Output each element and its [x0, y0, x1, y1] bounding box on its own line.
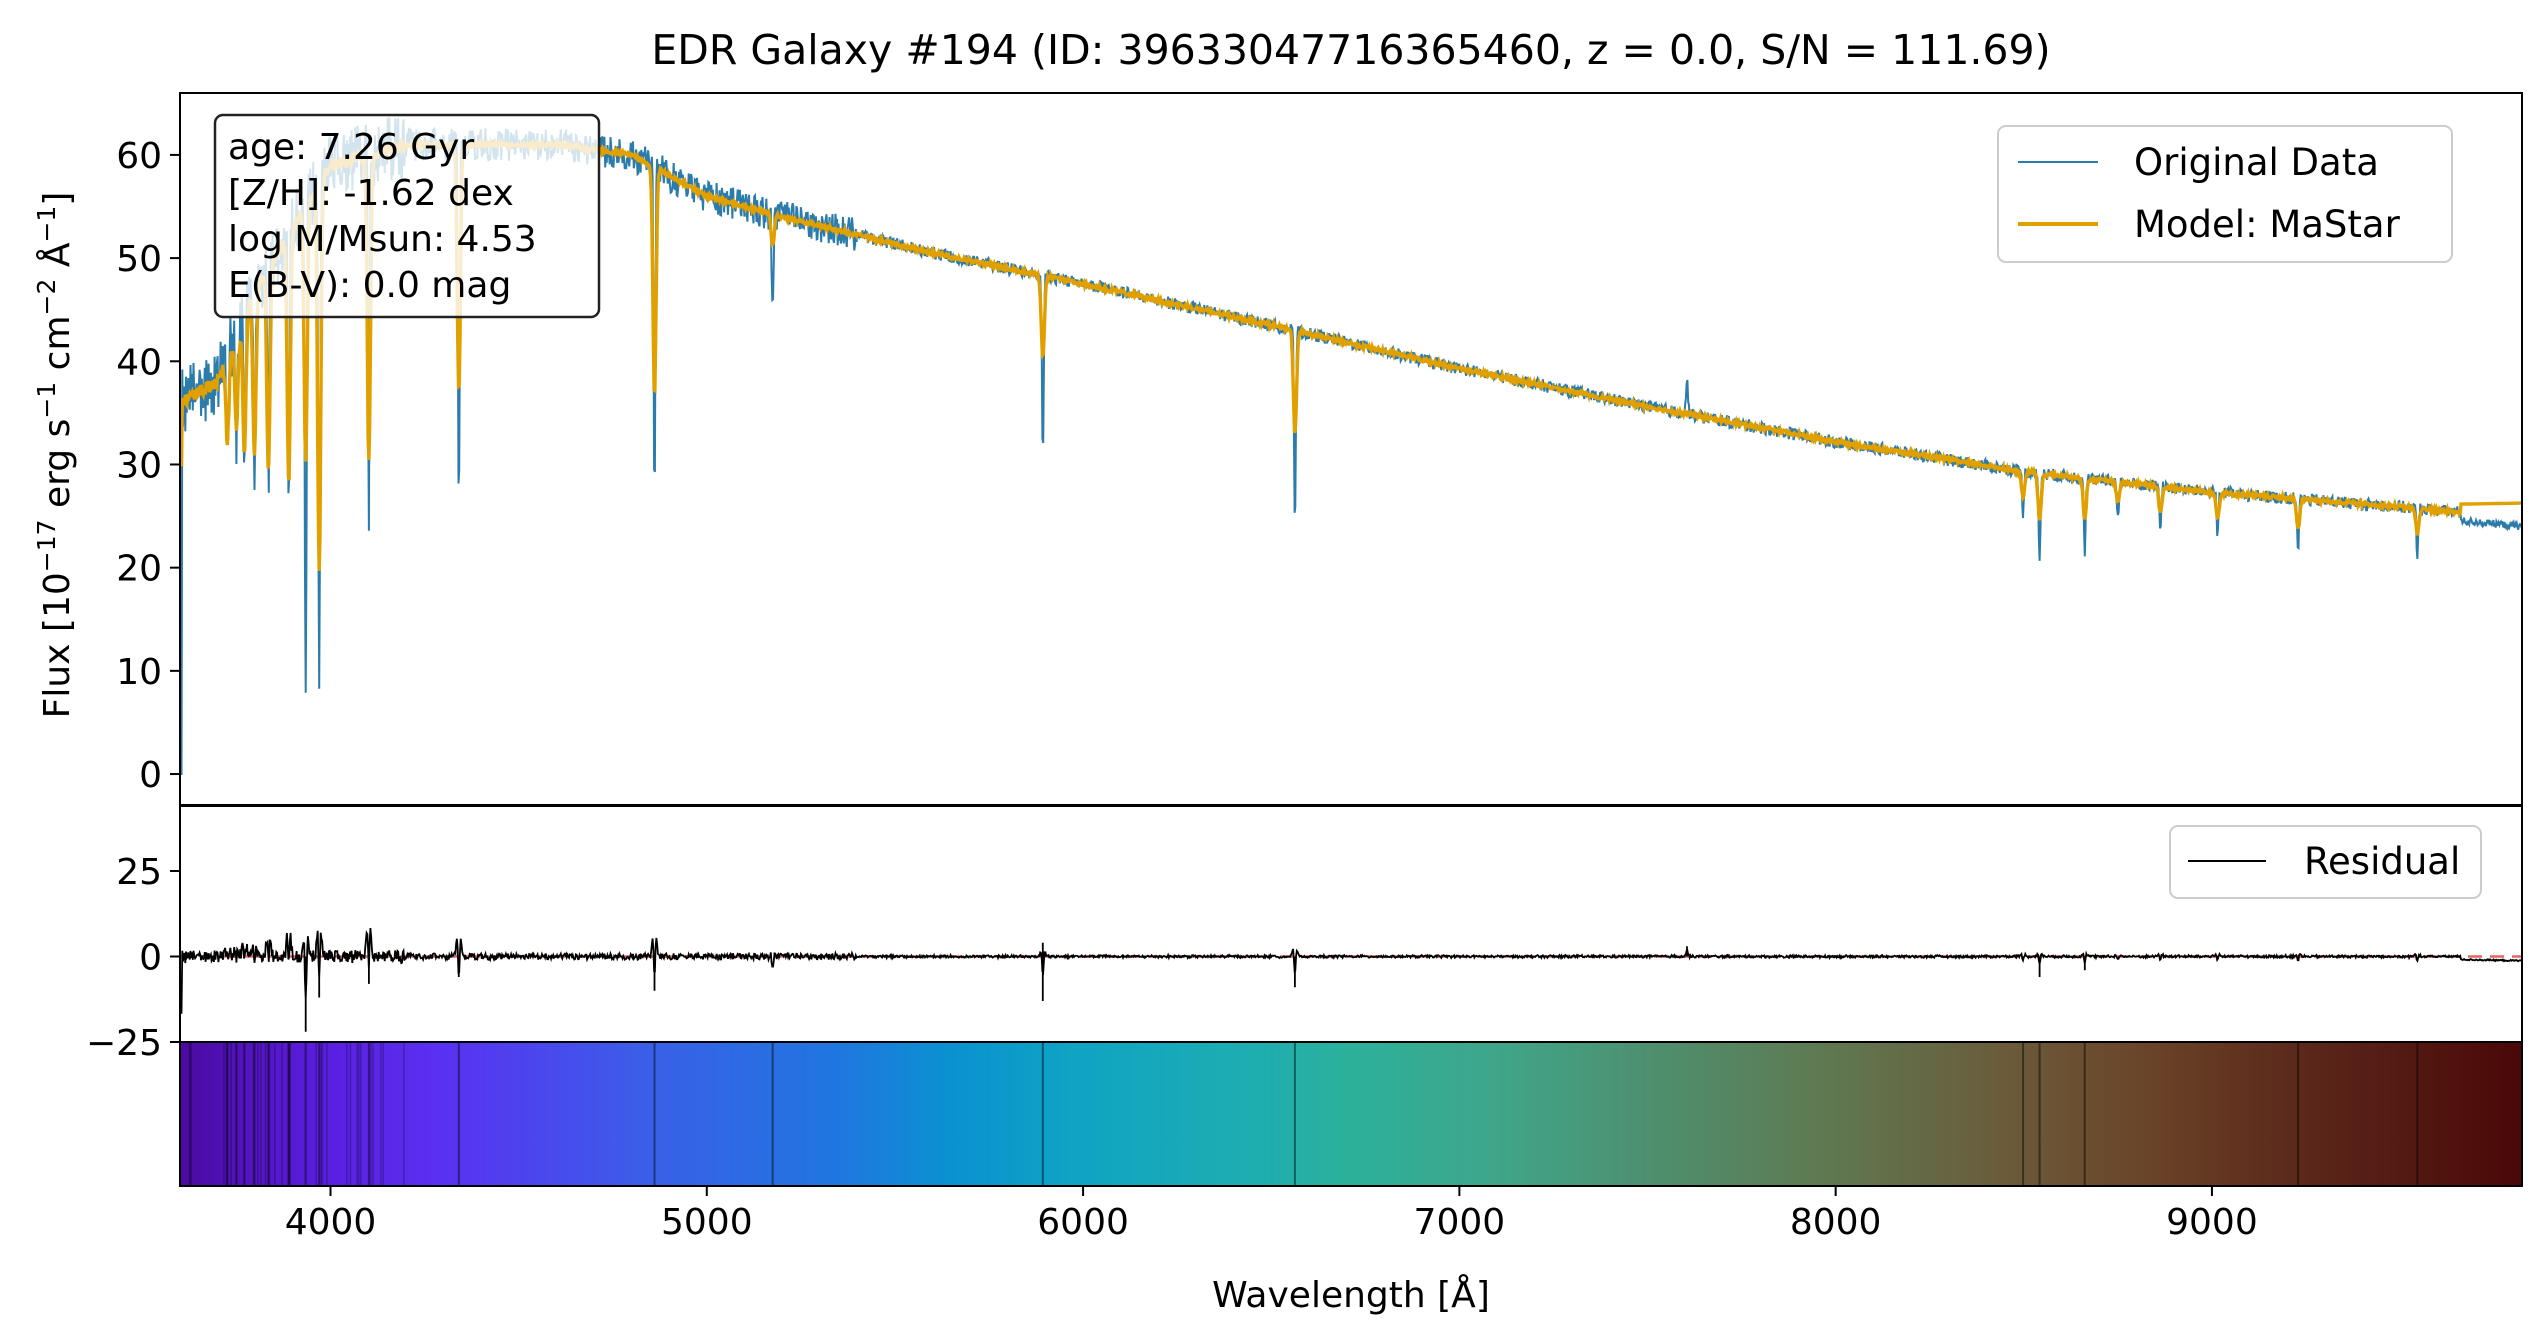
y-tick-label-residual: 0 [139, 937, 162, 978]
y-axis-label: Flux [10−17 erg s−1 cm−2 Å−1] [32, 192, 78, 719]
legend-label-original: Original Data [2134, 141, 2379, 184]
y-label-mid1: erg s [37, 419, 78, 520]
residual-legend: Residual [2169, 825, 2482, 899]
y-tick-label-main: 40 [116, 342, 162, 383]
y-tick-label-main: 50 [116, 239, 162, 280]
y-tick-label-main: 0 [139, 755, 162, 796]
x-tick-label: 8000 [1790, 1202, 1882, 1243]
wavelength-color-bar [179, 1041, 2523, 1187]
info-box-frame [213, 113, 601, 319]
residual-series [180, 928, 2522, 1032]
y-label-mid2: cm [37, 315, 78, 381]
y-tick-label-residual: −25 [86, 1023, 162, 1064]
residual-y-ticks: 25 0 −25 [86, 852, 180, 1064]
x-tick-label: 4000 [285, 1202, 377, 1243]
chart-title: EDR Galaxy #194 (ID: 39633047716365460, … [651, 26, 2050, 74]
x-tick-label: 7000 [1414, 1202, 1506, 1243]
info-metallicity: [Z/H]: -1.62 dex [228, 173, 514, 214]
y-label-prefix: Flux [10 [37, 572, 78, 718]
y-tick-label-main: 20 [116, 549, 162, 590]
main-legend: Original Data Model: MaStar [1997, 125, 2453, 263]
main-legend-frame [1997, 125, 2453, 263]
color-bar-frame [179, 1041, 2523, 1187]
info-box: age: 7.26 Gyr [Z/H]: -1.62 dex log M/Msu… [213, 113, 601, 319]
residual-legend-frame [2169, 825, 2482, 899]
y-tick-label-residual: 25 [116, 852, 162, 893]
x-tick-label: 6000 [1037, 1202, 1129, 1243]
x-tick-label: 9000 [2166, 1202, 2258, 1243]
x-axis-label: Wavelength [Å] [1212, 1273, 1490, 1316]
y-label-exp3: −2 [32, 279, 61, 316]
y-tick-label-main: 30 [116, 445, 162, 486]
info-age: age: 7.26 Gyr [228, 127, 474, 168]
color-bar-gradient [180, 1042, 2522, 1186]
residual-panel: 25 0 −25 Residual [86, 805, 2523, 1064]
x-tick-label: 5000 [661, 1202, 753, 1243]
y-label-exp2: −1 [32, 382, 61, 419]
y-label-exp4: −1 [32, 206, 61, 243]
info-log-mass: log M/Msun: 4.53 [228, 219, 537, 260]
y-label-exp1: −17 [32, 519, 61, 572]
x-axis-ticks: 4000 5000 6000 7000 8000 9000 [285, 1186, 2258, 1243]
main-panel: 0 10 20 30 40 50 60 age: 7.26 Gyr [Z/H]: -1.62… [32, 92, 2523, 806]
color-bar-absorption-lines [188, 1042, 2419, 1186]
info-ebv: E(B-V): 0.0 mag [228, 265, 511, 306]
y-label-suffix: ] [37, 192, 78, 206]
y-label-mid3: Å [35, 242, 78, 278]
y-tick-label-main: 10 [116, 652, 162, 693]
legend-label-residual: Residual [2304, 840, 2460, 883]
y-tick-label-main: 60 [116, 136, 162, 177]
legend-label-model: Model: MaStar [2134, 203, 2401, 246]
main-y-ticks: 0 10 20 30 40 50 60 [116, 136, 180, 796]
